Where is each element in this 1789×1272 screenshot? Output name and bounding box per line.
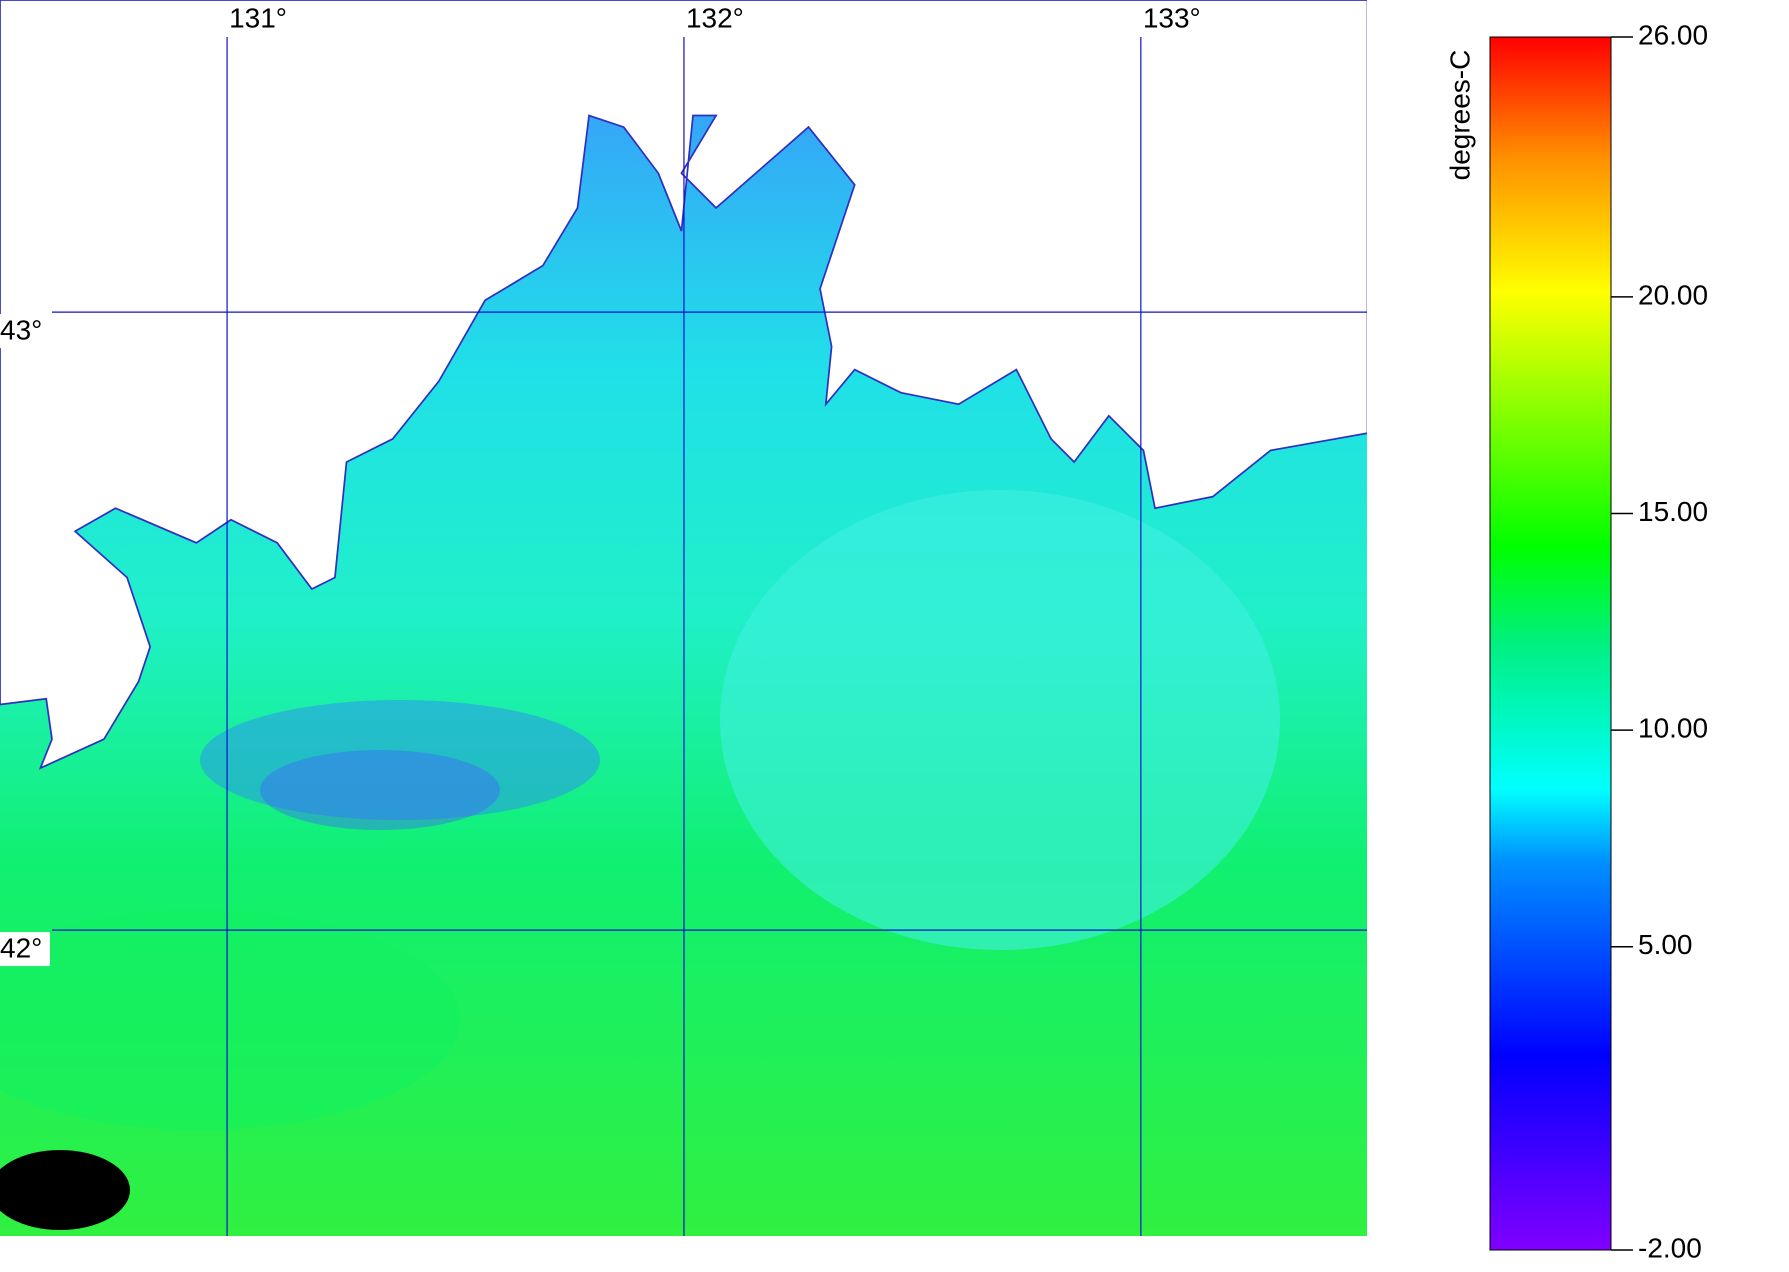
- colorbar-tick-label: 15.00: [1638, 496, 1708, 527]
- colorbar-tick-label: 20.00: [1638, 279, 1708, 310]
- label-bg: [225, 2, 304, 36]
- lon-label: 132°: [686, 2, 744, 33]
- lat-label: 42°: [0, 932, 42, 963]
- colorbar-label: degrees-C: [1444, 50, 1475, 181]
- colorbar-tick-label: 26.00: [1638, 19, 1708, 50]
- label-bg: [0, 932, 50, 967]
- colorbar-tick-label: -2.00: [1638, 1232, 1702, 1263]
- lat-label: 43°: [0, 314, 42, 345]
- colorbar: [1489, 36, 1612, 1251]
- lon-label: 131°: [229, 2, 287, 33]
- label-bg: [1138, 2, 1217, 36]
- graticule: 131° 132° 133° 43° 42°: [0, 2, 1367, 1236]
- colorbar-tick-label: 10.00: [1638, 713, 1708, 744]
- colorbar-tick-label: 5.00: [1638, 929, 1693, 960]
- label-bg: [681, 2, 760, 36]
- lon-label: 133°: [1143, 2, 1201, 33]
- label-bg: [0, 314, 50, 349]
